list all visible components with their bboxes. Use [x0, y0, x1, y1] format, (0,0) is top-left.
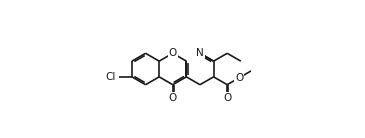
Text: O: O — [169, 93, 177, 103]
Text: O: O — [223, 93, 231, 103]
Text: O: O — [169, 48, 177, 58]
Text: N: N — [196, 48, 204, 58]
Text: O: O — [235, 73, 243, 83]
Text: Cl: Cl — [106, 72, 116, 82]
